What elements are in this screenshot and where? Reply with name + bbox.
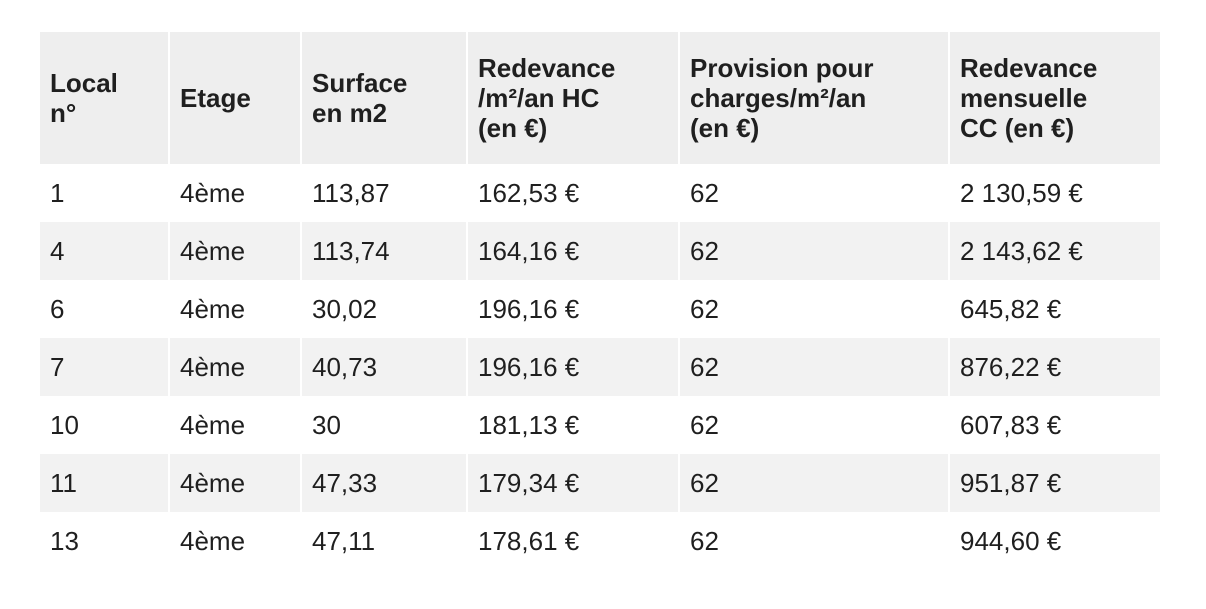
cell-provision-charges: 62 xyxy=(678,454,948,512)
cell-provision-charges: 62 xyxy=(678,222,948,280)
header-surface-label: Surface en m2 xyxy=(312,68,408,128)
cell-redevance-mensuelle: 876,22 € xyxy=(948,338,1160,396)
header-local-label: Local n° xyxy=(50,68,118,128)
cell-redevance-hc: 196,16 € xyxy=(466,280,678,338)
cell-redevance-hc: 162,53 € xyxy=(466,164,678,222)
cell-provision-charges: 62 xyxy=(678,396,948,454)
column-header-etage: Etage xyxy=(168,32,300,164)
cell-redevance-mensuelle: 645,82 € xyxy=(948,280,1160,338)
cell-surface: 30,02 xyxy=(300,280,466,338)
cell-etage: 4ème xyxy=(168,164,300,222)
header-redevance-hc-label: Redevance /m²/an HC (en €) xyxy=(478,53,616,143)
pricing-table-container: Local n° Etage Surface en m2 Redevance /… xyxy=(40,32,1160,570)
cell-redevance-hc: 179,34 € xyxy=(466,454,678,512)
cell-etage: 4ème xyxy=(168,222,300,280)
cell-etage: 4ème xyxy=(168,454,300,512)
table-row: 4 4ème 113,74 164,16 €62 2 143,62 € xyxy=(40,222,1160,280)
cell-surface: 47,33 xyxy=(300,454,466,512)
cell-surface: 113,87 xyxy=(300,164,466,222)
cell-surface: 47,11 xyxy=(300,512,466,570)
cell-redevance-hc: 178,61 € xyxy=(466,512,678,570)
header-provision-charges-label: Provision pour charges/m²/an (en €) xyxy=(690,53,874,143)
table-row: 1 4ème 113,87 162,53 €62 2 130,59 € xyxy=(40,164,1160,222)
cell-provision-charges: 62 xyxy=(678,164,948,222)
column-header-redevance-mensuelle: Redevance mensuelle CC (en €) xyxy=(948,32,1160,164)
pricing-table: Local n° Etage Surface en m2 Redevance /… xyxy=(40,32,1160,570)
table-row: 6 4ème 30,02 196,16 €62 645,82 € xyxy=(40,280,1160,338)
column-header-surface: Surface en m2 xyxy=(300,32,466,164)
cell-local: 6 xyxy=(40,280,168,338)
cell-surface: 40,73 xyxy=(300,338,466,396)
cell-redevance-hc: 181,13 € xyxy=(466,396,678,454)
table-body: 1 4ème 113,87 162,53 €62 2 130,59 €4 4ème 113,… xyxy=(40,164,1160,570)
cell-redevance-mensuelle: 951,87 € xyxy=(948,454,1160,512)
header-redevance-mensuelle-label: Redevance mensuelle CC (en €) xyxy=(960,53,1098,143)
cell-etage: 4ème xyxy=(168,512,300,570)
header-row: Local n° Etage Surface en m2 Redevance /… xyxy=(40,32,1160,164)
cell-local: 1 xyxy=(40,164,168,222)
table-row: 13 4ème 47,11 178,61 €62 944,60 € xyxy=(40,512,1160,570)
cell-redevance-mensuelle: 2 130,59 € xyxy=(948,164,1160,222)
cell-etage: 4ème xyxy=(168,338,300,396)
table-row: 7 4ème 40,73 196,16 €62 876,22 € xyxy=(40,338,1160,396)
header-etage-label: Etage xyxy=(180,83,251,113)
column-header-local: Local n° xyxy=(40,32,168,164)
cell-local: 13 xyxy=(40,512,168,570)
cell-redevance-hc: 196,16 € xyxy=(466,338,678,396)
cell-etage: 4ème xyxy=(168,396,300,454)
cell-surface: 113,74 xyxy=(300,222,466,280)
cell-redevance-mensuelle: 2 143,62 € xyxy=(948,222,1160,280)
table-header: Local n° Etage Surface en m2 Redevance /… xyxy=(40,32,1160,164)
cell-local: 7 xyxy=(40,338,168,396)
cell-provision-charges: 62 xyxy=(678,280,948,338)
cell-local: 11 xyxy=(40,454,168,512)
table-row: 10 4ème 30 181,13 €62 607,83 € xyxy=(40,396,1160,454)
cell-provision-charges: 62 xyxy=(678,512,948,570)
cell-surface: 30 xyxy=(300,396,466,454)
column-header-provision-charges: Provision pour charges/m²/an (en €) xyxy=(678,32,948,164)
cell-local: 4 xyxy=(40,222,168,280)
cell-redevance-mensuelle: 607,83 € xyxy=(948,396,1160,454)
cell-redevance-mensuelle: 944,60 € xyxy=(948,512,1160,570)
cell-provision-charges: 62 xyxy=(678,338,948,396)
cell-redevance-hc: 164,16 € xyxy=(466,222,678,280)
column-header-redevance-hc: Redevance /m²/an HC (en €) xyxy=(466,32,678,164)
cell-local: 10 xyxy=(40,396,168,454)
table-row: 11 4ème 47,33 179,34 €62 951,87 € xyxy=(40,454,1160,512)
cell-etage: 4ème xyxy=(168,280,300,338)
